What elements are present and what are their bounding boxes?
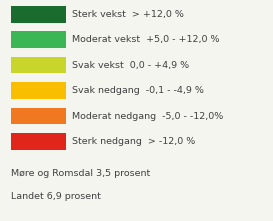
Text: Moderat nedgang  -5,0 - -12,0%: Moderat nedgang -5,0 - -12,0% bbox=[72, 112, 224, 120]
Text: Moderat vekst  +5,0 - +12,0 %: Moderat vekst +5,0 - +12,0 % bbox=[72, 35, 220, 44]
Text: Møre og Romsdal 3,5 prosent: Møre og Romsdal 3,5 prosent bbox=[11, 169, 150, 178]
Text: Landet 6,9 prosent: Landet 6,9 prosent bbox=[11, 192, 101, 201]
Text: Svak nedgang  -0,1 - -4,9 %: Svak nedgang -0,1 - -4,9 % bbox=[72, 86, 204, 95]
Text: Svak vekst  0,0 - +4,9 %: Svak vekst 0,0 - +4,9 % bbox=[72, 61, 189, 70]
Text: Sterk vekst  > +12,0 %: Sterk vekst > +12,0 % bbox=[72, 10, 184, 19]
Text: Sterk nedgang  > -12,0 %: Sterk nedgang > -12,0 % bbox=[72, 137, 195, 146]
